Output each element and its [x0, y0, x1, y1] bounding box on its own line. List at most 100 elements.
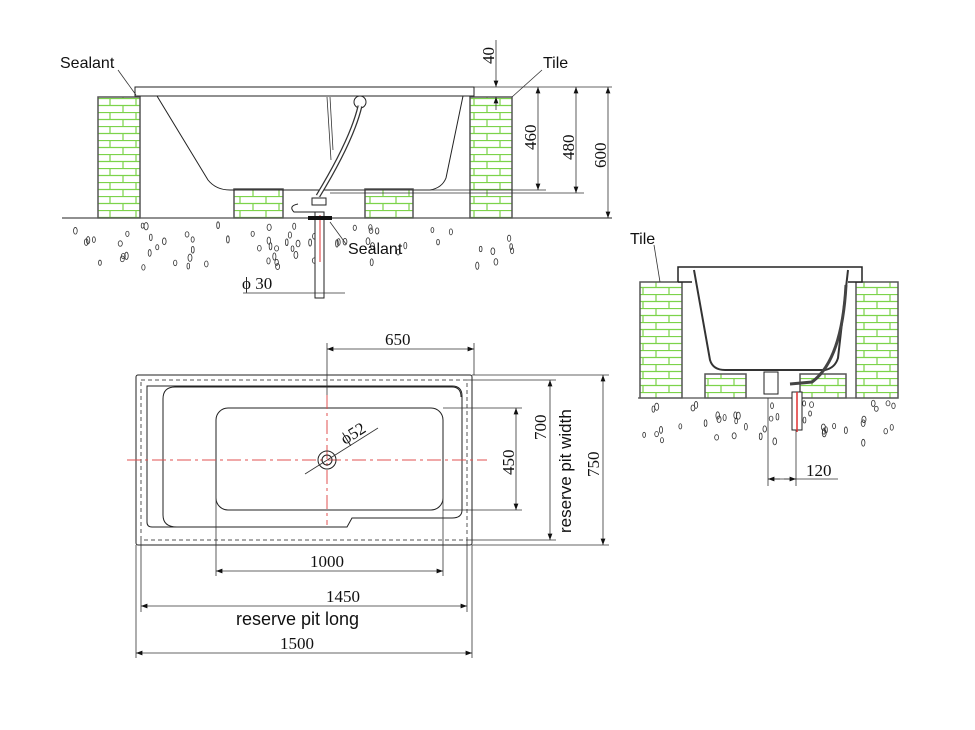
gravel-stone	[287, 231, 292, 239]
gravel-stone	[295, 239, 301, 248]
gravel-stone	[478, 245, 483, 253]
overflow-hose	[789, 284, 848, 386]
gravel-stone	[190, 236, 195, 243]
label-reserve-pit-long: reserve pit long	[236, 609, 359, 629]
gravel-stone	[226, 235, 230, 244]
label-sealant-drain: Sealant	[348, 241, 403, 258]
brick-wall-left	[639, 281, 683, 399]
gravel-stone	[891, 402, 896, 409]
brick-support	[233, 188, 284, 219]
label-reserve-pit-width: reserve pit width	[556, 409, 575, 533]
gravel-stone	[703, 419, 708, 427]
dim-120: 120	[806, 461, 832, 480]
gravel-stone	[714, 434, 720, 441]
end-section: Tile 120	[630, 231, 899, 486]
gravel-stone	[125, 230, 130, 237]
gravel-stone	[403, 241, 408, 250]
gravel-stone	[257, 244, 262, 252]
gravel-stone	[149, 233, 153, 241]
label-sealant-top: Sealant	[60, 55, 115, 72]
leader-line	[511, 69, 543, 98]
gravel-stone	[368, 227, 374, 234]
dim-700: 700	[531, 415, 550, 441]
gravel-stone	[98, 259, 102, 266]
dim-1450: 1450	[326, 587, 360, 606]
dim-pipe-diameter: ϕ 30	[242, 274, 272, 293]
dim-450: 450	[499, 450, 518, 476]
gravel-stone	[124, 251, 129, 260]
gravel-stone	[186, 262, 190, 270]
plan-view: ϕ52 650 450 700 reserve pit width 750 10…	[127, 330, 609, 658]
gravel-stone	[660, 437, 664, 444]
drain-trap	[291, 197, 327, 213]
overflow-hose	[315, 105, 363, 198]
gravel-stone	[274, 258, 279, 266]
gravel-stone	[507, 234, 512, 242]
gravel-stone	[510, 247, 515, 255]
gravel-stone	[490, 247, 496, 255]
gravel-stone	[147, 249, 152, 257]
gravel-stone	[758, 432, 763, 441]
gravel-stone	[187, 253, 193, 262]
dim-460: 460	[521, 125, 540, 151]
gravel-stone	[870, 399, 876, 407]
gravel-stone	[396, 248, 401, 256]
gravel-stone	[292, 222, 297, 230]
gravel-stone	[475, 261, 480, 270]
label-tile: Tile	[630, 231, 655, 248]
leader-line	[329, 221, 347, 245]
gravel-stone	[642, 431, 646, 438]
gravel-stone	[274, 245, 280, 252]
brick-support	[799, 373, 847, 399]
dim-40: 40	[479, 47, 498, 64]
gravel-stone	[216, 221, 220, 230]
tub-body	[693, 269, 849, 371]
gravel-stone	[91, 236, 96, 243]
dim-1500: 1500	[280, 634, 314, 653]
gravel-stone	[843, 426, 848, 435]
gravel-stone	[369, 258, 374, 267]
gravel-stone	[762, 425, 767, 433]
gravel-stone	[802, 400, 806, 407]
gravel-stone	[874, 405, 879, 412]
gravel-stone	[352, 224, 357, 231]
gravel-stone	[722, 414, 727, 422]
dim-750: 750	[584, 452, 603, 478]
sealant-drain	[308, 216, 332, 220]
gravel-stone	[272, 252, 277, 261]
gravel-stone	[775, 413, 780, 421]
dim-600: 600	[591, 143, 610, 169]
gravel-stone	[140, 222, 145, 229]
gravel-stone	[861, 438, 866, 447]
gravel-stone	[693, 401, 699, 409]
brick-wall-right	[469, 96, 513, 219]
gravel-stone	[659, 426, 663, 434]
dim-1000: 1000	[310, 552, 344, 571]
gravel-stone	[86, 236, 91, 245]
gravel-stone	[143, 222, 149, 231]
dim-650: 650	[385, 330, 411, 349]
gravel-stone	[802, 416, 807, 424]
drain-hole	[317, 450, 337, 470]
gravel-stone	[120, 253, 126, 259]
label-tile: Tile	[543, 55, 568, 72]
gravel-stone	[493, 258, 499, 266]
gravel-stone	[716, 415, 722, 423]
gravel-stone	[173, 259, 178, 267]
gravel-stone	[654, 431, 659, 438]
gravel-stone	[285, 238, 289, 247]
gravel-stone	[654, 402, 660, 411]
brick-wall-right	[855, 281, 899, 399]
gravel-stone	[204, 260, 209, 268]
gravel-stone	[365, 237, 371, 246]
gravel-stone	[744, 423, 748, 431]
gravel-pattern	[642, 399, 896, 447]
gravel-stone	[436, 238, 440, 246]
gravel-stone	[342, 237, 348, 246]
gravel-stone	[374, 227, 380, 235]
gravel-stone	[731, 432, 737, 440]
drain-hole-inner	[321, 454, 333, 466]
gravel-stone	[770, 402, 774, 410]
gravel-stone	[335, 239, 339, 248]
